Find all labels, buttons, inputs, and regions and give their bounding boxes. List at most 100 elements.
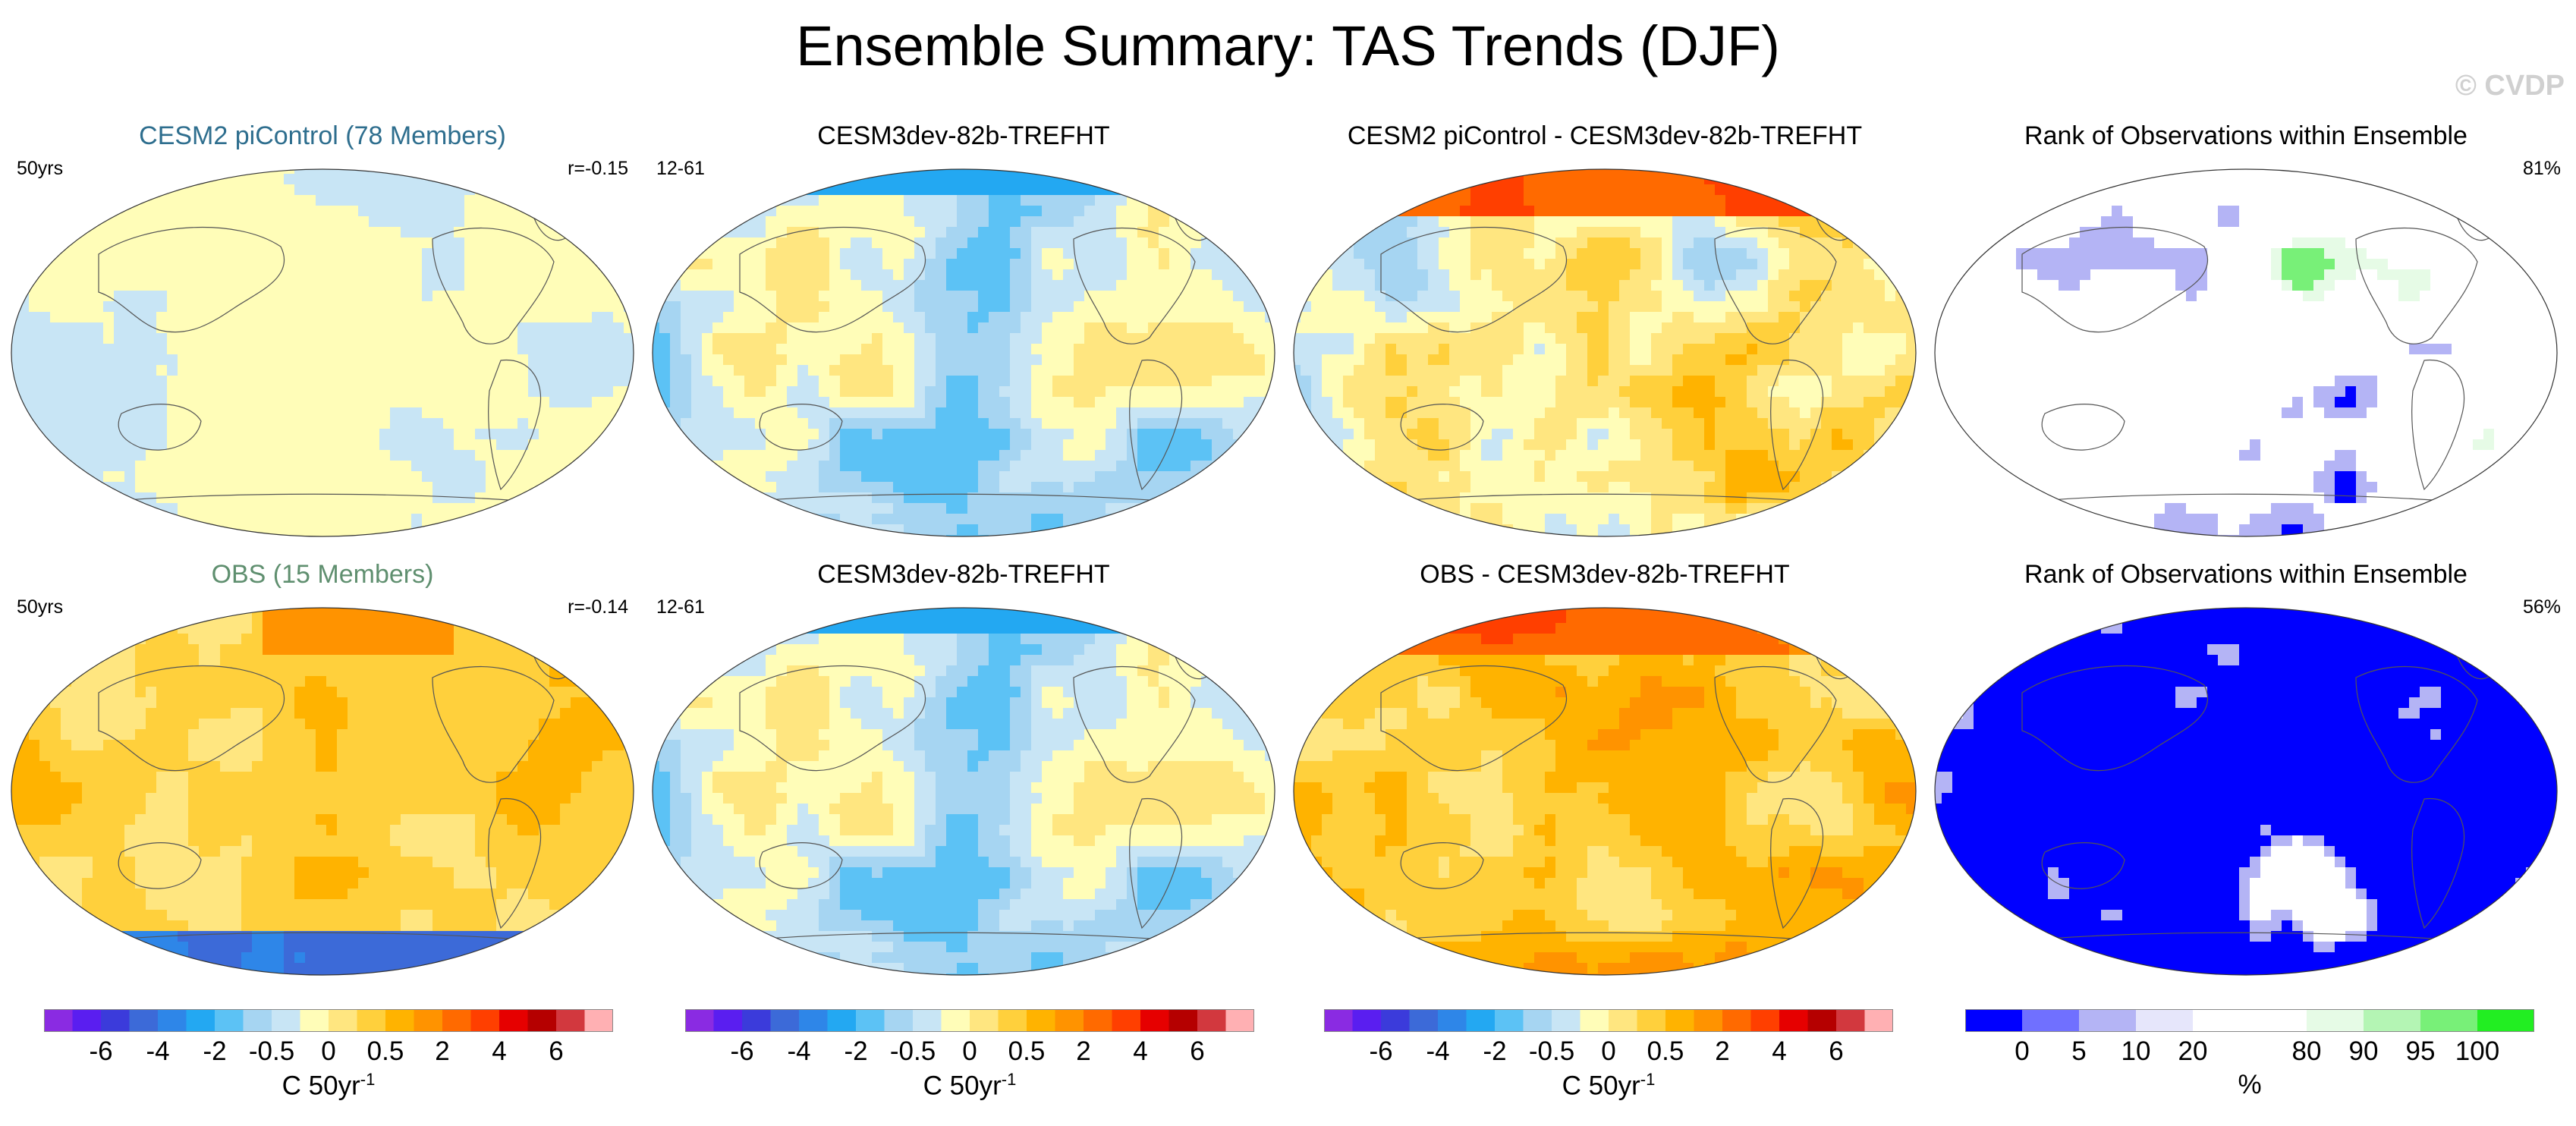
colorbar-swatch	[1466, 1009, 1496, 1032]
panel-title: CESM3dev-82b-TREFHT	[817, 121, 1110, 150]
colorbar-tick-label: -0.5	[248, 1036, 295, 1066]
colorbar-swatch	[799, 1009, 828, 1032]
period-label: 50yrs	[17, 596, 64, 618]
colorbar-swatch	[1580, 1009, 1609, 1032]
colorbar-tick-label: -0.5	[889, 1036, 936, 1066]
colorbar-tick-label: -4	[1426, 1036, 1450, 1066]
colorbar-swatch	[385, 1009, 414, 1032]
colorbar-swatch	[2022, 1009, 2080, 1032]
panel-title: CESM2 piControl (78 Members)	[139, 121, 506, 150]
map-border	[11, 607, 634, 976]
years-label: 12-61	[656, 596, 705, 618]
colorbar-tick-label: -6	[89, 1036, 113, 1066]
colorbar-swatch	[913, 1009, 942, 1032]
colorbar-swatch	[272, 1009, 300, 1032]
colorbar-swatch	[2079, 1009, 2137, 1032]
colorbar-swatch	[856, 1009, 885, 1032]
panel-cesm3dev-bottom: CESM3dev-82b-TREFHT 12-61	[649, 560, 1279, 985]
colorbar-swatch	[527, 1009, 557, 1032]
colorbar-swatch	[1694, 1009, 1723, 1032]
colorbar-swatch	[442, 1009, 471, 1032]
colorbar-swatch	[998, 1009, 1027, 1032]
map-border	[652, 607, 1275, 976]
colorbar-swatch	[1112, 1009, 1141, 1032]
colorbar-swatch	[713, 1009, 743, 1032]
rank-summary: 56%	[2522, 596, 2561, 618]
colorbar-swatch	[470, 1009, 500, 1032]
colorbar-unit-label: C 50yr-1	[1562, 1070, 1656, 1101]
cvdp-watermark: © CVDP	[2455, 70, 2565, 102]
colorbar-tick-label: -6	[1369, 1036, 1393, 1066]
colorbar-swatch	[243, 1009, 272, 1032]
map-field	[653, 608, 1275, 975]
map-field	[653, 169, 1275, 536]
map-obs	[11, 607, 634, 976]
colorbar-swatch	[1409, 1009, 1439, 1032]
colorbar-tick-label: -2	[1483, 1036, 1507, 1066]
colorbar-swatch	[186, 1009, 215, 1032]
panel-rank-top: Rank of Observations within Ensemble 81%	[1931, 121, 2561, 546]
colorbar-swatch	[1197, 1009, 1226, 1032]
colorbar-swatch	[970, 1009, 999, 1032]
map-field	[11, 169, 634, 536]
colorbar-tick-label: 4	[492, 1036, 507, 1066]
colorbar-swatch	[300, 1009, 329, 1032]
colorbar-tick-label: 90	[2348, 1036, 2379, 1066]
colorbar-swatch	[1807, 1009, 1837, 1032]
colorbar-tick-label: 0	[321, 1036, 336, 1066]
colorbar-unit-label: %	[2238, 1070, 2262, 1099]
colorbar-tick-label: 0.5	[366, 1036, 404, 1066]
map-border	[1293, 607, 1917, 976]
colorbar-tick-label: -0.5	[1528, 1036, 1575, 1066]
colorbar-temp-3: -6 -4 -2 -0.5 0 0.5 2 4 6 C 50yr-1	[1324, 1009, 1893, 1115]
panel-title: CESM2 piControl - CESM3dev-82b-TREFHT	[1347, 121, 1863, 150]
colorbar-swatch	[1523, 1009, 1552, 1032]
panel-rank-bottom: Rank of Observations within Ensemble 56%	[1931, 560, 2561, 985]
colorbar-swatch	[1722, 1009, 1751, 1032]
colorbar-tick-label: 6	[1190, 1036, 1205, 1066]
colorbar-swatch	[101, 1009, 130, 1032]
map-border	[1934, 607, 2558, 976]
colorbar-tick-label: 6	[549, 1036, 564, 1066]
colorbar-swatch	[1779, 1009, 1808, 1032]
colorbar-swatch	[941, 1009, 970, 1032]
colorbar-rank: 0 5 10 20 80 90 95 100%	[1965, 1009, 2534, 1115]
map-border	[1293, 168, 1917, 537]
colorbar-swatch	[1084, 1009, 1112, 1032]
colorbar-swatch	[1836, 1009, 1865, 1032]
colorbar-swatch	[1168, 1009, 1198, 1032]
colorbar-swatch	[2193, 1009, 2250, 1032]
map-field	[1294, 608, 1916, 975]
map-obs-minus-cesm3dev	[1293, 607, 1917, 976]
colorbar-tick-label: 0	[1601, 1036, 1616, 1066]
colorbar-swatch	[742, 1009, 771, 1032]
colorbar-swatch	[556, 1009, 585, 1032]
colorbar-swatch	[584, 1009, 613, 1032]
map-cesm3dev-bottom	[652, 607, 1275, 976]
pattern-correlation: r=-0.14	[568, 596, 628, 618]
colorbar-tick-label: -4	[787, 1036, 811, 1066]
panel-title: Rank of Observations within Ensemble	[2024, 121, 2467, 150]
colorbar-tick-label: 0.5	[1647, 1036, 1684, 1066]
years-label: 12-61	[656, 158, 705, 179]
colorbar-swatch	[414, 1009, 443, 1032]
colorbar-swatch	[2250, 1009, 2307, 1032]
colorbar-tick-label: 5	[2071, 1036, 2087, 1066]
colorbar-temp-2: -6 -4 -2 -0.5 0 0.5 2 4 6 C 50yr-1	[685, 1009, 1254, 1115]
colorbar-swatch	[72, 1009, 102, 1032]
panel-title: OBS - CESM3dev-82b-TREFHT	[1420, 560, 1790, 589]
colorbar-tick-label: 2	[1076, 1036, 1091, 1066]
map-border	[652, 168, 1275, 537]
colorbar-tick-label: 0.5	[1008, 1036, 1046, 1066]
colorbar-swatch	[329, 1009, 357, 1032]
colorbar-swatch	[1665, 1009, 1694, 1032]
map-rank-top	[1934, 168, 2558, 537]
colorbar-tick-label: -2	[844, 1036, 868, 1066]
colorbar-swatch	[129, 1009, 159, 1032]
period-label: 50yrs	[17, 158, 64, 179]
colorbar-swatch	[158, 1009, 187, 1032]
colorbar-swatch	[827, 1009, 857, 1032]
panel-cesm2-picontrol: CESM2 piControl (78 Members) 50yrs r=-0.…	[8, 121, 637, 546]
map-field	[1935, 608, 2557, 975]
colorbar-swatch	[2420, 1009, 2478, 1032]
